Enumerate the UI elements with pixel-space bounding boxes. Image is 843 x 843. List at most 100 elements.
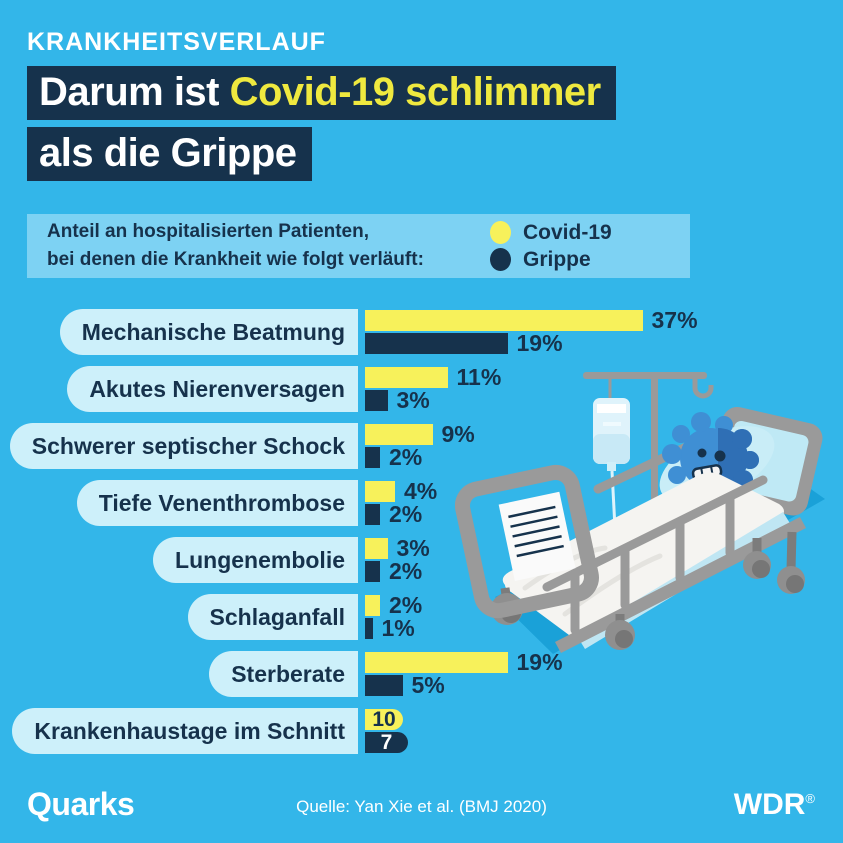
category-label-column: Schlaganfall — [27, 594, 358, 640]
grippe-bar — [365, 504, 380, 525]
title-line1: Darum ist Covid-19 schlimmer — [27, 66, 616, 120]
title-line1-highlight: Covid-19 schlimmer — [229, 70, 602, 114]
hospital-bed-illustration — [455, 372, 825, 654]
bar-line: 9% — [365, 421, 475, 447]
bar-value-label: 19% — [516, 649, 563, 675]
chart-row: Krankenhaustage im Schnitt 10 7 — [12, 708, 827, 754]
title-line2: als die Grippe — [27, 127, 312, 181]
covid-bar — [365, 481, 395, 502]
bar-value-label: 11% — [456, 364, 502, 390]
bar-value-label: 2% — [389, 444, 423, 470]
bar-line: 4% — [365, 478, 438, 504]
grippe-bar — [365, 447, 380, 468]
category-label-column: Schwerer septischer Schock — [9, 423, 358, 469]
bar-line: 3% — [365, 535, 430, 561]
bar-value-label: 4% — [404, 478, 438, 504]
bars-column: 10 7 — [365, 708, 408, 754]
covid-bar: 10 — [365, 708, 403, 731]
bar-line: 5% — [365, 672, 563, 698]
category-label-pill: Krankenhaustage im Schnitt — [12, 708, 358, 754]
bar-value-label: 1% — [381, 615, 415, 641]
bar-value-label: 2% — [389, 501, 423, 527]
quarks-logo: Quarks — [27, 786, 135, 822]
bar-line: 2% — [365, 444, 475, 470]
category-label-column: Lungenembolie — [27, 537, 358, 583]
legend-label-covid: Covid-19 — [523, 220, 612, 244]
category-label-pill: Tiefe Venenthrombose — [76, 480, 358, 526]
wdr-logo-text: WDR — [733, 788, 806, 821]
chart-row: Tiefe Venenthrombose 4% 2% — [27, 480, 827, 526]
chart-row: Sterberate 19% 5% — [27, 651, 827, 697]
grippe-legend-dot-icon — [490, 248, 511, 271]
bar-value-label: 37% — [651, 307, 698, 333]
legend: Covid-19 Grippe — [490, 219, 680, 273]
covid-legend-dot-icon — [490, 221, 511, 244]
page-title: Darum ist Covid-19 schlimmer als die Gri… — [27, 66, 616, 188]
bar-value-label: 3% — [396, 535, 430, 561]
category-label-column: Mechanische Beatmung — [27, 309, 358, 355]
chart-row: Mechanische Beatmung 37% 19% — [27, 309, 827, 355]
bed-side-rail — [542, 475, 768, 635]
chart-row: Schwerer septischer Schock 9% 2% — [9, 421, 827, 470]
registered-mark-icon: ® — [805, 791, 815, 806]
category-label-pill: Sterberate — [209, 651, 358, 697]
covid-bar — [365, 367, 448, 388]
category-label-pill: Mechanische Beatmung — [59, 309, 358, 355]
bar-line: 37% — [365, 307, 698, 333]
grippe-bar — [365, 618, 373, 639]
bars-column: 37% 19% — [365, 307, 698, 356]
category-label-pill: Schwerer septischer Schock — [9, 423, 358, 469]
bar-line: 3% — [365, 387, 501, 413]
category-label-pill: Schlaganfall — [187, 594, 358, 640]
bars-column: 2% 1% — [365, 592, 423, 641]
wdr-logo: WDR® — [734, 788, 815, 822]
bar-line: 2% — [365, 592, 423, 618]
bars-column: 4% 2% — [365, 478, 438, 527]
category-label-column: Krankenhaustage im Schnitt — [12, 708, 358, 754]
legend-item-grippe: Grippe — [490, 246, 680, 273]
bars-column: 9% 2% — [365, 421, 475, 470]
bar-value-label: 5% — [411, 672, 445, 698]
covid-bar — [365, 310, 643, 331]
category-label-pill: Akutes Nierenversagen — [67, 366, 358, 412]
bar-chart: Mechanische Beatmung 37% 19% Akutes Nierenv… — [9, 309, 827, 765]
bar-line: 7 — [365, 731, 408, 754]
source-text: Quelle: Yan Xie et al. (BMJ 2020) — [296, 797, 547, 816]
bar-value-label: 2% — [389, 592, 423, 618]
covid-bar — [365, 652, 508, 673]
grippe-bar — [365, 561, 380, 582]
bar-line: 2% — [365, 501, 437, 527]
bar-line: 10 — [365, 708, 408, 731]
grippe-bar: 7 — [365, 731, 408, 754]
category-label-pill: Lungenembolie — [153, 537, 358, 583]
covid-bar — [365, 538, 388, 559]
covid-bar — [365, 424, 433, 445]
chart-description-line1: Anteil an hospitalisierten Patienten, — [47, 221, 370, 242]
bar-line: 19% — [365, 649, 563, 675]
grippe-bar — [365, 675, 403, 696]
chart-description-line2: bei denen die Krankheit wie folgt verläu… — [47, 249, 424, 270]
bar-value-label: 3% — [396, 387, 430, 413]
covid-bar — [365, 595, 380, 616]
category-label-column: Sterberate — [27, 651, 358, 697]
bar-value-label: 2% — [389, 558, 423, 584]
chart-row: Schlaganfall 2% 1% — [27, 594, 827, 640]
bar-line: 2% — [365, 558, 430, 584]
legend-item-covid: Covid-19 — [490, 219, 680, 246]
grippe-bar — [365, 390, 388, 411]
bars-column: 19% 5% — [365, 649, 563, 698]
chart-row: Lungenembolie 3% 2% — [27, 537, 827, 583]
category-label-column: Akutes Nierenversagen — [27, 366, 358, 412]
bar-line: 1% — [365, 615, 422, 641]
bar-value-label: 19% — [516, 330, 563, 356]
title-line1-white: Darum ist — [39, 70, 230, 114]
bars-column: 11% 3% — [365, 364, 502, 413]
bars-column: 3% 2% — [365, 535, 430, 584]
bar-value-label: 9% — [441, 421, 475, 447]
kicker: KRANKHEITSVERLAUF — [27, 28, 326, 56]
bar-line: 11% — [365, 364, 502, 390]
patient-chart-icon — [498, 491, 576, 581]
legend-label-grippe: Grippe — [523, 247, 591, 271]
bar-line: 19% — [365, 330, 698, 356]
